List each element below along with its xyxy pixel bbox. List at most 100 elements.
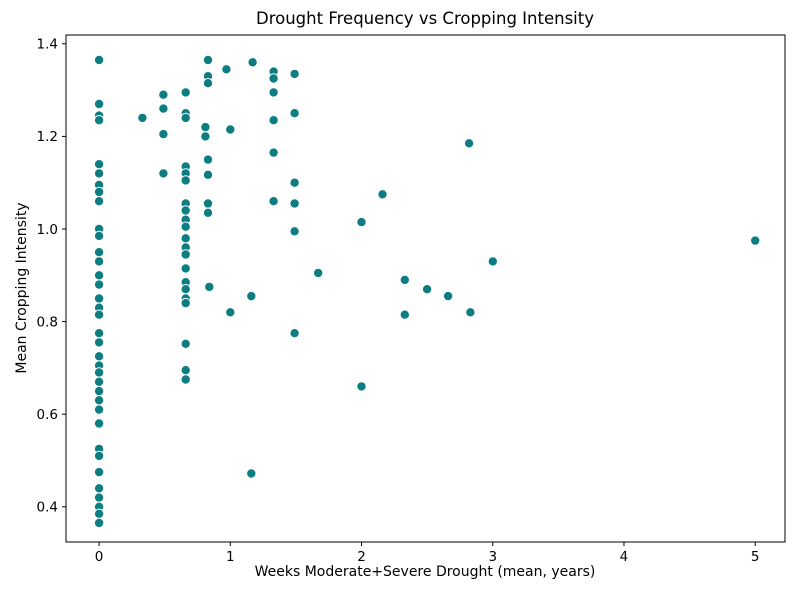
data-point <box>356 216 367 228</box>
data-point <box>268 196 279 207</box>
data-point <box>93 230 105 242</box>
data-point <box>442 290 454 302</box>
data-point <box>289 328 300 339</box>
data-point <box>93 247 105 258</box>
data-point <box>93 293 105 304</box>
data-point <box>202 78 214 89</box>
data-point <box>180 297 191 309</box>
data-point <box>158 168 169 179</box>
data-point <box>202 54 214 66</box>
data-point <box>180 374 191 385</box>
data-point <box>93 256 105 267</box>
x-tick-label: 1 <box>226 549 235 565</box>
data-point <box>289 108 300 119</box>
data-point <box>487 256 498 267</box>
data-point <box>93 376 105 387</box>
data-point <box>93 337 105 348</box>
data-point <box>268 73 279 84</box>
data-point <box>93 483 105 494</box>
data-point <box>399 274 410 286</box>
data-point <box>377 189 388 200</box>
data-point <box>202 154 214 165</box>
data-point <box>246 468 257 479</box>
data-point <box>225 124 236 135</box>
data-point <box>356 381 367 392</box>
data-point <box>180 205 191 216</box>
data-point <box>463 138 475 149</box>
data-point <box>93 270 105 281</box>
data-point <box>93 517 105 529</box>
data-point <box>93 279 105 290</box>
data-point <box>93 492 105 503</box>
data-point <box>180 365 191 376</box>
data-point <box>200 121 211 133</box>
data-point <box>289 177 300 188</box>
data-point <box>289 198 300 209</box>
data-point <box>421 284 433 295</box>
data-point <box>93 186 105 198</box>
data-point <box>93 115 105 126</box>
y-tick-label: 1.0 <box>37 222 58 238</box>
data-point <box>180 233 191 244</box>
x-tick-label: 2 <box>357 549 366 565</box>
data-point <box>313 267 324 279</box>
data-point <box>158 89 169 100</box>
y-tick-label: 0.4 <box>37 500 58 516</box>
chart-title: Drought Frequency vs Cropping Intensity <box>256 9 594 28</box>
data-point <box>180 221 191 232</box>
data-point <box>200 131 211 142</box>
data-point <box>93 367 105 378</box>
data-point <box>93 395 105 406</box>
x-tick-label: 0 <box>95 549 104 565</box>
data-point <box>202 198 214 209</box>
data-point <box>93 385 105 397</box>
data-point <box>93 508 105 519</box>
data-point <box>93 159 105 170</box>
x-tick-label: 5 <box>751 549 760 565</box>
data-point <box>93 168 105 179</box>
data-point <box>158 103 169 114</box>
data-point <box>289 68 300 80</box>
data-point <box>93 466 105 478</box>
data-point <box>247 57 258 68</box>
data-point <box>93 54 105 66</box>
data-point <box>93 351 105 362</box>
x-tick-label: 3 <box>488 549 497 565</box>
data-point <box>180 112 191 124</box>
data-point <box>204 281 215 293</box>
data-point <box>93 98 105 110</box>
data-point <box>221 64 232 75</box>
y-tick-label: 0.6 <box>37 407 58 423</box>
data-point <box>399 309 410 320</box>
data-point <box>268 147 279 158</box>
y-tick-label: 1.4 <box>37 37 58 53</box>
data-point <box>268 87 279 98</box>
data-point <box>93 450 105 462</box>
data-point <box>158 128 169 140</box>
data-point <box>225 307 236 318</box>
data-point <box>180 284 191 295</box>
data-point <box>750 235 761 246</box>
x-axis-label: Weeks Moderate+Severe Drought (mean, yea… <box>254 564 596 580</box>
data-point <box>202 207 214 219</box>
data-point <box>180 175 191 186</box>
data-point <box>465 307 476 318</box>
data-point <box>93 196 105 207</box>
data-point <box>246 290 257 302</box>
data-point <box>202 169 214 181</box>
data-point <box>289 226 300 237</box>
data-point <box>137 112 148 124</box>
data-point <box>93 328 105 339</box>
axes-box <box>65 34 786 543</box>
data-point <box>180 338 191 349</box>
x-tick-label: 4 <box>620 549 629 565</box>
data-point <box>268 115 279 126</box>
data-point <box>93 404 105 415</box>
data-point <box>93 309 105 320</box>
y-tick-label: 1.2 <box>37 129 58 145</box>
data-point <box>180 249 191 260</box>
data-point <box>180 87 191 98</box>
y-tick-label: 0.8 <box>37 314 58 330</box>
